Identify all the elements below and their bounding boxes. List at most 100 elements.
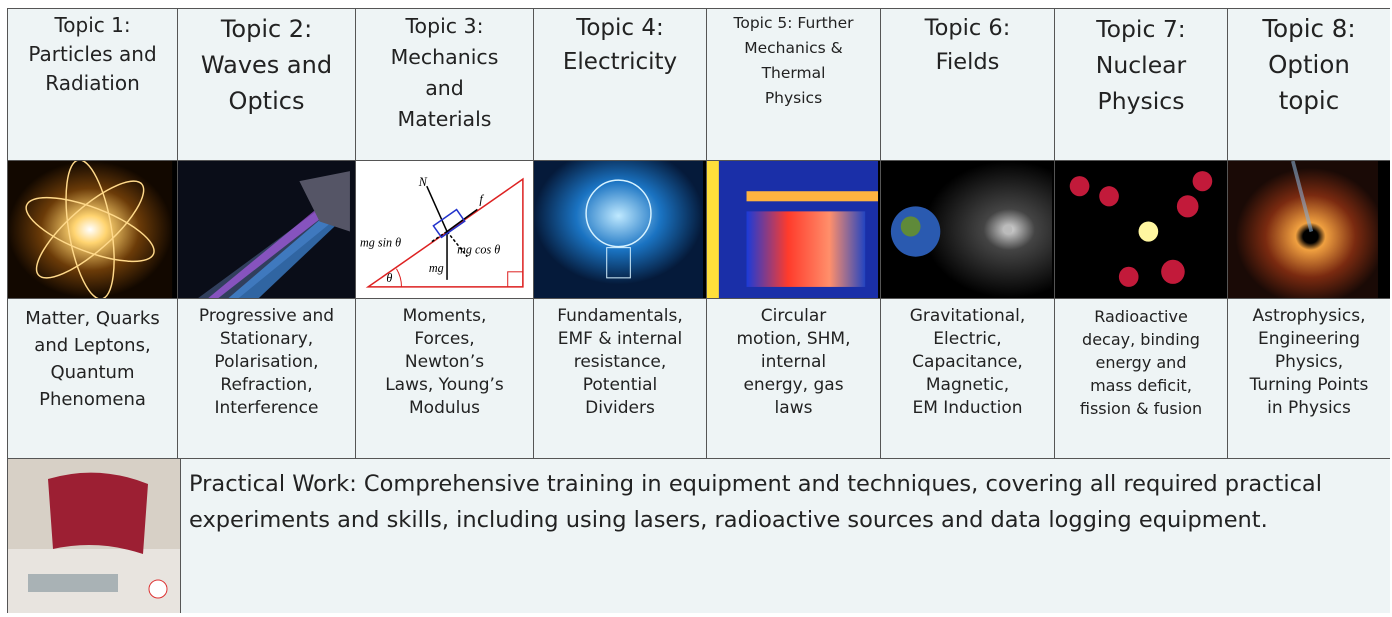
topic-heading: Topic 8: Option topic bbox=[1228, 9, 1390, 160]
heading-line: Topic 1: bbox=[54, 13, 131, 37]
topic-heading: Topic 1: Particles and Radiation bbox=[8, 9, 177, 160]
description-line: laws bbox=[774, 398, 813, 418]
curriculum-table: Topic 1: Particles and Radiation Topic 2: Wa… bbox=[7, 8, 1390, 613]
topic-description: Circular motion, SHM, internal energy, gas l… bbox=[707, 299, 880, 458]
heading-line: and bbox=[425, 76, 464, 100]
heading-line: Particles and bbox=[28, 42, 157, 66]
practical-text: Practical Work: Comprehensive training i… bbox=[189, 471, 1322, 533]
description-line: EM Induction bbox=[912, 398, 1023, 418]
heading-line: Topic 2: bbox=[220, 15, 313, 43]
heading-line: Fields bbox=[935, 49, 1000, 75]
description-line: Polarisation, bbox=[214, 352, 319, 372]
description-line: Physics, bbox=[1274, 352, 1344, 372]
heading-line: Optics bbox=[228, 87, 305, 115]
topic-heading: Topic 4: Electricity bbox=[534, 9, 706, 160]
practical-illustration bbox=[8, 459, 180, 613]
heading-line: Electricity bbox=[562, 49, 678, 75]
description-line: in Physics bbox=[1267, 398, 1351, 418]
heading-line: Physics bbox=[1097, 87, 1185, 115]
description-line: Quantum bbox=[50, 362, 135, 383]
diagram-label: mg sin θ bbox=[360, 236, 401, 250]
description-line: Circular bbox=[760, 306, 827, 326]
topic-description: Matter, Quarks and Leptons, Quantum Phenome… bbox=[8, 299, 177, 458]
topic-image bbox=[1055, 161, 1227, 298]
description-line: decay, binding bbox=[1082, 330, 1200, 349]
heading-line: topic bbox=[1278, 86, 1340, 115]
description-line: Radioactive bbox=[1094, 307, 1188, 326]
topic-description: Progressive and Stationary, Polarisation, R… bbox=[178, 299, 355, 458]
description-line: mass deficit, bbox=[1090, 376, 1192, 395]
description-line: Astrophysics, bbox=[1252, 306, 1366, 326]
topic-illustration bbox=[8, 161, 173, 298]
heading-line: Topic 6: bbox=[924, 15, 1011, 41]
description-line: Electric, bbox=[933, 329, 1002, 349]
description-line: Stationary, bbox=[219, 329, 314, 349]
description-line: Dividers bbox=[585, 398, 655, 418]
heading-line: Materials bbox=[397, 107, 492, 131]
diagram-label: θ bbox=[386, 271, 392, 285]
topic-illustration bbox=[1228, 161, 1378, 298]
topic-illustration bbox=[1055, 161, 1225, 298]
description-line: Matter, Quarks bbox=[25, 308, 160, 329]
topic-description: Fundamentals, EMF & internal resistance, Po… bbox=[534, 299, 706, 458]
heading-line: Topic 7: bbox=[1096, 15, 1186, 43]
description-line: EMF & internal bbox=[557, 329, 683, 349]
heading-line: Mechanics & bbox=[744, 39, 843, 57]
description-line: Newton’s bbox=[404, 352, 485, 372]
heading-line: Thermal bbox=[761, 64, 826, 82]
topic-description: Radioactive decay, binding energy and mass … bbox=[1055, 299, 1227, 458]
topic-description: Moments, Forces, Newton’s Laws, Young’s Modu… bbox=[356, 299, 533, 458]
heading-line: Radiation bbox=[45, 71, 140, 95]
description-line: Moments, bbox=[402, 306, 487, 326]
diagram-label: mg cos θ bbox=[457, 243, 500, 257]
description-line: energy, gas bbox=[743, 375, 844, 395]
topic-image bbox=[534, 161, 706, 298]
description-line: Modulus bbox=[409, 398, 480, 418]
topic-heading: Topic 3: Mechanics and Materials bbox=[356, 9, 533, 160]
description-line: motion, SHM, bbox=[736, 329, 851, 349]
heading-line: Topic 5: Further bbox=[733, 14, 854, 32]
description-line: Turning Points bbox=[1249, 375, 1369, 395]
diagram-label: mg bbox=[429, 261, 444, 275]
topic-heading: Topic 6: Fields bbox=[881, 9, 1054, 160]
heading-line: Waves and bbox=[200, 51, 333, 79]
heading-line: Physics bbox=[764, 89, 823, 107]
description-line: Refraction, bbox=[220, 375, 313, 395]
description-line: Potential bbox=[582, 375, 658, 395]
topic-image bbox=[881, 161, 1054, 298]
description-line: resistance, bbox=[573, 352, 667, 372]
heading-line: Mechanics bbox=[390, 45, 499, 69]
topic-illustration bbox=[534, 161, 704, 298]
topic-image bbox=[1228, 161, 1390, 298]
topic-heading: Topic 7: Nuclear Physics bbox=[1055, 9, 1227, 160]
description-line: Gravitational, bbox=[909, 306, 1026, 326]
topic-illustration bbox=[707, 161, 879, 298]
heading-line: Nuclear bbox=[1095, 51, 1187, 79]
topic-illustration: Nf mg sin θ mg cos θ mg θ bbox=[356, 161, 533, 298]
topic-illustration bbox=[178, 161, 355, 298]
topic-description: Astrophysics, Engineering Physics, Turning … bbox=[1228, 299, 1390, 458]
description-line: Engineering bbox=[1258, 329, 1360, 349]
topic-image bbox=[8, 161, 177, 298]
description-line: fission & fusion bbox=[1079, 399, 1203, 418]
practical-row: Practical Work: Comprehensive training i… bbox=[8, 459, 1390, 613]
description-line: Fundamentals, bbox=[557, 306, 683, 326]
topic-image bbox=[178, 161, 355, 298]
description-line: Phenomena bbox=[39, 389, 146, 410]
description-line: Progressive and bbox=[198, 306, 335, 326]
description-line: Magnetic, bbox=[925, 375, 1010, 395]
topic-heading: Topic 5: Further Mechanics & Thermal Physic… bbox=[707, 9, 880, 160]
description-line: energy and bbox=[1095, 353, 1187, 372]
heading-line: Topic 4: bbox=[576, 15, 664, 41]
description-line: Interference bbox=[214, 398, 319, 418]
practical-image bbox=[8, 459, 181, 613]
description-line: Capacitance, bbox=[912, 352, 1023, 372]
description-line: Laws, Young’s bbox=[385, 375, 504, 395]
topic-image bbox=[707, 161, 880, 298]
diagram-label: f bbox=[479, 192, 484, 206]
topic-heading: Topic 2: Waves and Optics bbox=[178, 9, 355, 160]
diagram-label: N bbox=[418, 175, 428, 189]
description-line: internal bbox=[760, 352, 827, 372]
topic-illustration bbox=[881, 161, 1053, 298]
